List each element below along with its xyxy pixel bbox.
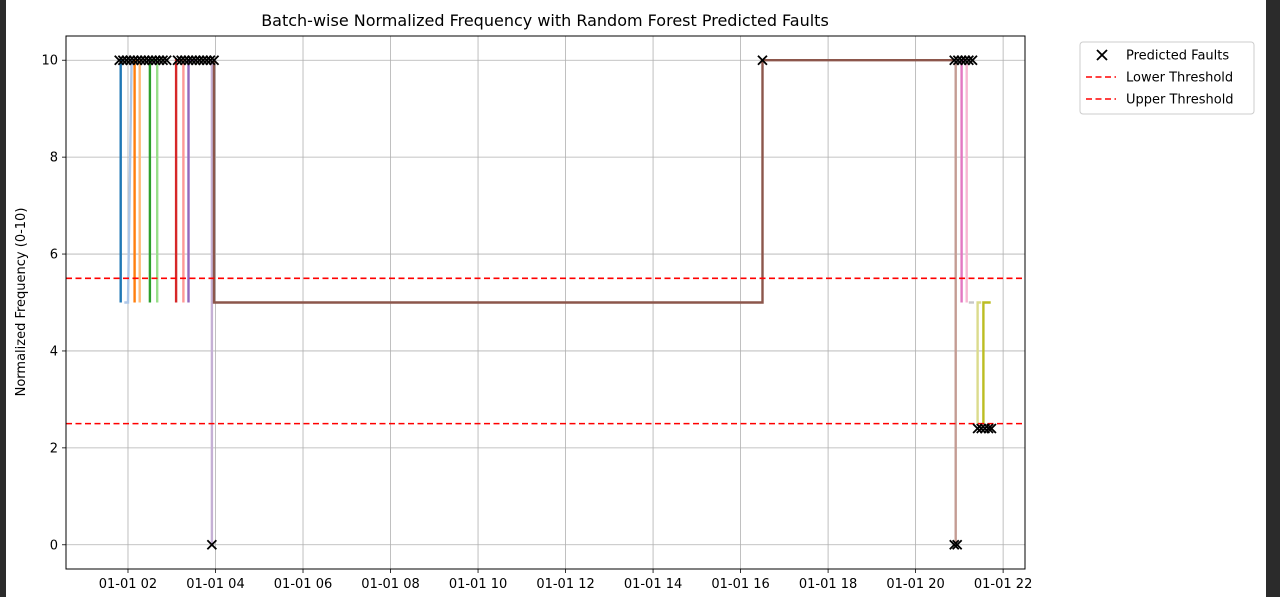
series-line-7 bbox=[174, 59, 182, 303]
fault-marker bbox=[172, 55, 183, 66]
fault-marker bbox=[972, 423, 983, 434]
fault-marker bbox=[949, 55, 960, 66]
y-axis-label: Normalized Frequency (0-10) bbox=[14, 208, 29, 397]
fault-marker bbox=[983, 423, 994, 434]
fault-marker bbox=[125, 55, 136, 66]
x-tick-label: 01-01 18 bbox=[799, 577, 857, 592]
series-line-4 bbox=[138, 59, 143, 303]
plot-area: 01-01 02 01-01 04 01-01 06 01-01 08 01-01 10… bbox=[41, 35, 1032, 592]
fault-marker bbox=[986, 423, 997, 434]
fault-marker bbox=[183, 55, 194, 66]
series-line-2 bbox=[124, 60, 133, 304]
fault-marker bbox=[197, 55, 209, 66]
x-tick-label: 01-01 14 bbox=[624, 577, 682, 592]
x-tick-label: 01-01 06 bbox=[274, 577, 332, 592]
fault-marker bbox=[194, 55, 205, 66]
fault-marker bbox=[956, 55, 967, 66]
fault-marker bbox=[757, 55, 768, 66]
y-tick-label: 4 bbox=[50, 344, 58, 359]
fault-marker bbox=[135, 55, 147, 66]
series-line-17 bbox=[982, 301, 991, 424]
plot-frame bbox=[65, 35, 1026, 570]
fault-marker bbox=[161, 55, 172, 66]
x-tick-label: 01-01 20 bbox=[886, 577, 944, 592]
fault-marker bbox=[179, 55, 191, 66]
x-tick-label: 01-01 08 bbox=[361, 577, 419, 592]
legend: Predicted Faults Lower Threshold Upper Thr… bbox=[1079, 41, 1255, 115]
x-tick-label: 01-01 22 bbox=[974, 577, 1032, 592]
fault-marker bbox=[190, 55, 201, 66]
fault-marker bbox=[154, 55, 165, 66]
fault-marker bbox=[206, 539, 217, 550]
y-tick-label: 2 bbox=[50, 441, 58, 456]
x-tick-label: 01-01 16 bbox=[711, 577, 769, 592]
fault-marker bbox=[128, 55, 139, 66]
left-edge-band bbox=[0, 0, 6, 597]
x-tick-label: 01-01 04 bbox=[186, 577, 244, 592]
fault-marker bbox=[132, 55, 143, 66]
fault-marker bbox=[121, 55, 132, 66]
series-line-8 bbox=[182, 59, 187, 303]
y-tick-label: 10 bbox=[41, 54, 58, 69]
fault-marker bbox=[117, 55, 129, 66]
x-tick-label: 01-01 10 bbox=[449, 577, 507, 592]
series-line-16 bbox=[976, 301, 982, 424]
fault-marker bbox=[157, 55, 169, 66]
x-tick-label: 01-01 12 bbox=[536, 577, 594, 592]
legend-marker-x-icon bbox=[1096, 49, 1108, 61]
fault-marker bbox=[949, 539, 960, 550]
series-line-6 bbox=[156, 59, 161, 303]
legend-label: Lower Threshold bbox=[1126, 71, 1233, 86]
series-line-1 bbox=[119, 59, 125, 303]
fault-marker bbox=[976, 423, 987, 434]
legend-label: Predicted Faults bbox=[1126, 49, 1229, 64]
fault-marker bbox=[960, 55, 971, 66]
legend-box bbox=[1079, 41, 1255, 115]
fault-marker bbox=[187, 55, 198, 66]
fault-marker bbox=[146, 55, 158, 66]
y-tick-label: 6 bbox=[50, 248, 58, 263]
series-line-3 bbox=[133, 59, 138, 303]
fault-marker bbox=[208, 55, 220, 66]
fault-marker bbox=[143, 55, 154, 66]
legend-label: Upper Threshold bbox=[1126, 93, 1234, 108]
fault-marker bbox=[205, 55, 216, 66]
y-tick-label: 0 bbox=[50, 538, 58, 553]
series-line-5 bbox=[148, 59, 156, 303]
series-line-13 bbox=[960, 59, 966, 303]
right-edge-band bbox=[1266, 0, 1280, 597]
x-tick-label: 01-01 02 bbox=[99, 577, 157, 592]
fault-marker bbox=[150, 55, 161, 66]
fault-marker bbox=[139, 55, 150, 66]
fault-marker bbox=[967, 55, 978, 66]
series-line-9 bbox=[187, 59, 196, 303]
fault-marker bbox=[952, 55, 964, 66]
fault-marker bbox=[201, 55, 212, 66]
fault-marker bbox=[952, 539, 963, 550]
fault-marker bbox=[963, 55, 974, 66]
fault-marker bbox=[114, 55, 125, 66]
chart-title: Batch-wise Normalized Frequency with Ran… bbox=[261, 11, 829, 30]
y-tick-label: 8 bbox=[50, 151, 58, 166]
series-line-11 bbox=[212, 59, 956, 304]
fault-marker bbox=[176, 55, 187, 66]
